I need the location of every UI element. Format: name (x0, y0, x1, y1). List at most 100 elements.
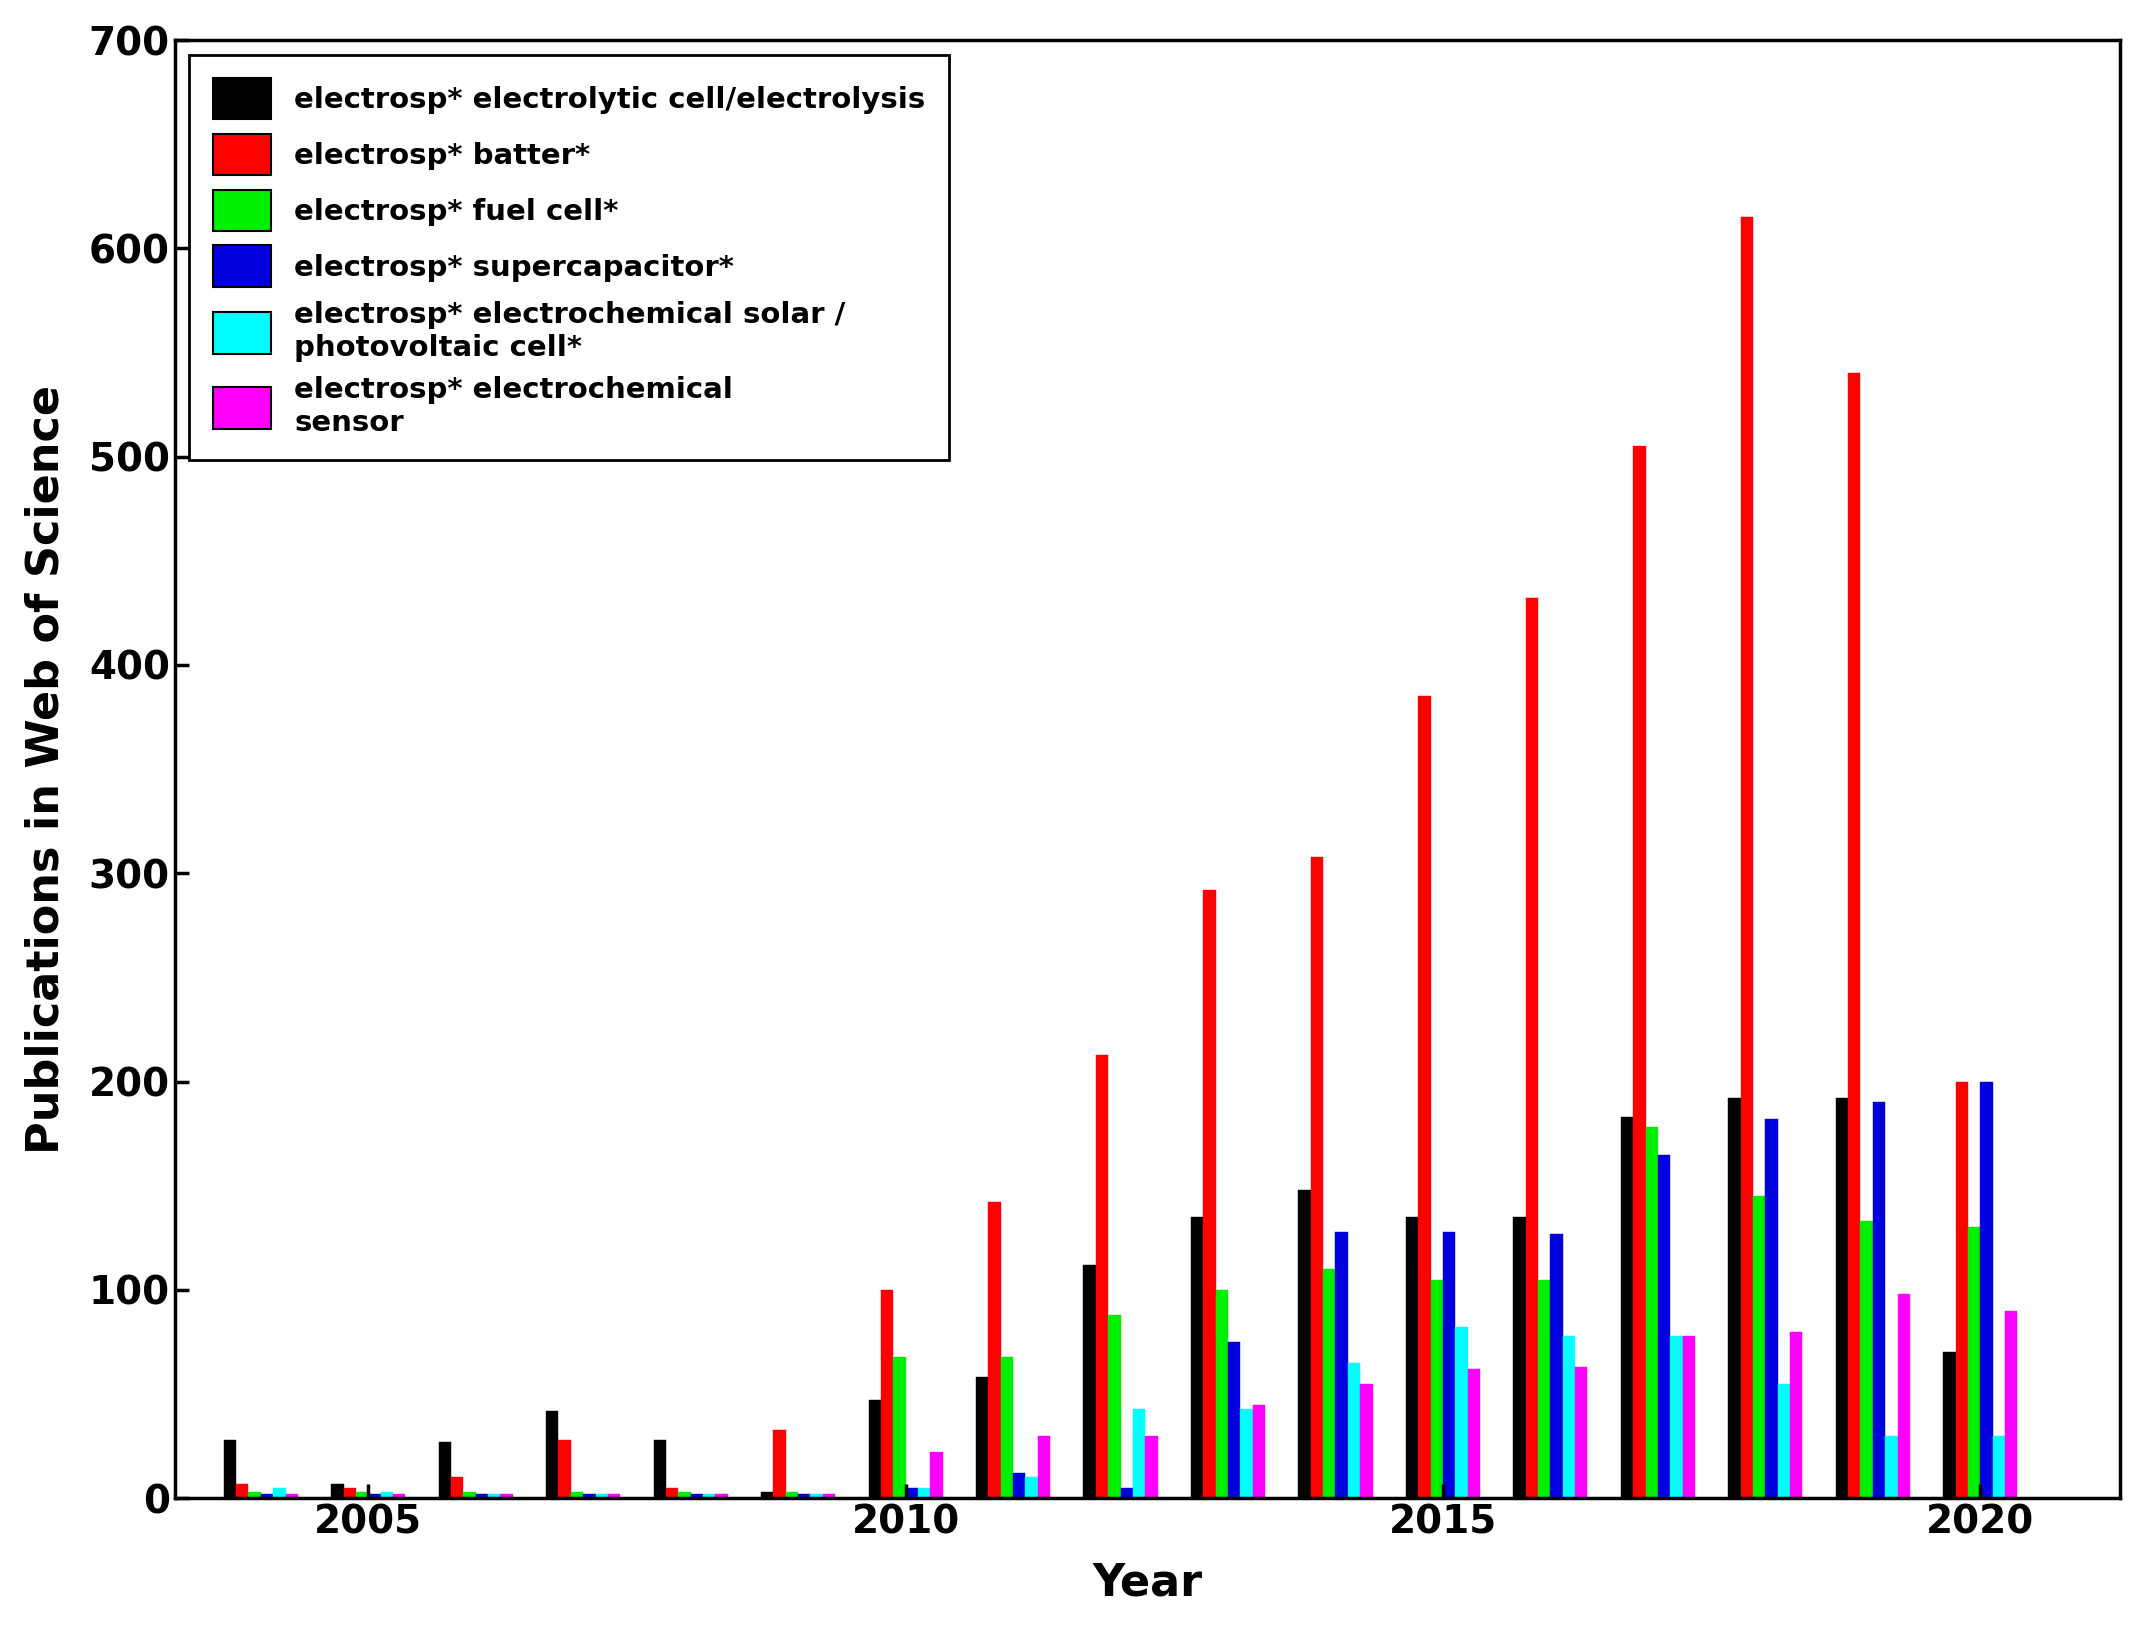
Bar (1227, 1341, 1240, 1498)
Bar (811, 1495, 824, 1498)
Bar (547, 1412, 558, 1498)
Bar (223, 1439, 236, 1498)
Bar (691, 1495, 704, 1498)
Bar (1564, 1337, 1574, 1498)
Bar (1993, 1436, 2006, 1498)
Bar (1444, 1232, 1454, 1498)
Bar (1109, 1315, 1120, 1498)
Bar (1418, 696, 1431, 1498)
Bar (785, 1491, 798, 1498)
Bar (463, 1491, 476, 1498)
Bar (989, 1203, 1002, 1498)
Bar (1729, 1099, 1740, 1498)
Bar (607, 1495, 620, 1498)
Bar (1514, 1218, 1525, 1498)
Bar (1791, 1332, 1802, 1498)
Bar (489, 1495, 500, 1498)
Bar (330, 1483, 343, 1498)
Bar (1216, 1289, 1227, 1498)
Bar (1120, 1488, 1133, 1498)
Bar (272, 1488, 285, 1498)
Bar (450, 1477, 463, 1498)
Bar (704, 1495, 716, 1498)
Bar (1551, 1234, 1564, 1498)
Bar (1632, 447, 1645, 1498)
Bar (236, 1483, 249, 1498)
Bar (869, 1400, 882, 1498)
Bar (798, 1495, 811, 1498)
Bar (1467, 1369, 1480, 1498)
Bar (1298, 1190, 1311, 1498)
Bar (665, 1488, 678, 1498)
Bar (1967, 1227, 1980, 1498)
Bar (1190, 1218, 1203, 1498)
Bar (1849, 373, 1860, 1498)
Bar (882, 1289, 892, 1498)
Bar (1898, 1294, 1909, 1498)
Bar (369, 1495, 380, 1498)
Bar (2006, 1311, 2016, 1498)
Bar (1525, 598, 1538, 1498)
Bar (1038, 1436, 1051, 1498)
Bar (440, 1443, 450, 1498)
Bar (558, 1439, 571, 1498)
Bar (824, 1495, 834, 1498)
Bar (716, 1495, 727, 1498)
Bar (596, 1495, 607, 1498)
Bar (1203, 890, 1216, 1498)
Bar (1765, 1120, 1778, 1498)
Bar (1752, 1196, 1765, 1498)
Bar (1323, 1270, 1336, 1498)
Bar (1873, 1102, 1885, 1498)
Bar (583, 1495, 596, 1498)
Bar (1002, 1356, 1012, 1498)
Bar (1083, 1265, 1096, 1498)
Bar (1253, 1405, 1266, 1498)
Bar (1980, 1082, 1993, 1498)
Bar (1671, 1337, 1682, 1498)
Bar (918, 1488, 931, 1498)
Bar (1778, 1384, 1791, 1498)
Bar (1740, 217, 1752, 1498)
Bar (761, 1491, 774, 1498)
Bar (1860, 1221, 1873, 1498)
Legend: electrosp* electrolytic cell/electrolysis, electrosp* batter*, electrosp* fuel c: electrosp* electrolytic cell/electrolysi… (189, 54, 948, 460)
Bar (1574, 1368, 1587, 1498)
Bar (678, 1491, 691, 1498)
Bar (1096, 1055, 1109, 1498)
Bar (1240, 1408, 1253, 1498)
Bar (343, 1488, 356, 1498)
Bar (1336, 1232, 1347, 1498)
Bar (892, 1356, 905, 1498)
Bar (1133, 1408, 1145, 1498)
Bar (1943, 1353, 1956, 1498)
Bar (1025, 1477, 1038, 1498)
Bar (393, 1495, 405, 1498)
Bar (1622, 1117, 1632, 1498)
Bar (476, 1495, 489, 1498)
Bar (285, 1495, 298, 1498)
Bar (1454, 1327, 1467, 1498)
Bar (1405, 1218, 1418, 1498)
Bar (931, 1452, 942, 1498)
Y-axis label: Publications in Web of Science: Publications in Web of Science (26, 385, 69, 1154)
Bar (1311, 857, 1323, 1498)
Bar (356, 1491, 369, 1498)
Bar (905, 1488, 918, 1498)
Bar (1682, 1337, 1695, 1498)
Bar (1538, 1280, 1551, 1498)
Bar (380, 1491, 393, 1498)
Bar (774, 1430, 785, 1498)
Bar (1836, 1099, 1849, 1498)
Bar (1360, 1384, 1373, 1498)
Bar (1956, 1082, 1967, 1498)
Bar (249, 1491, 262, 1498)
Bar (1347, 1363, 1360, 1498)
Bar (1885, 1436, 1898, 1498)
Bar (1145, 1436, 1158, 1498)
Bar (262, 1495, 272, 1498)
Bar (654, 1439, 665, 1498)
Bar (571, 1491, 583, 1498)
Bar (1645, 1128, 1658, 1498)
Bar (1431, 1280, 1444, 1498)
